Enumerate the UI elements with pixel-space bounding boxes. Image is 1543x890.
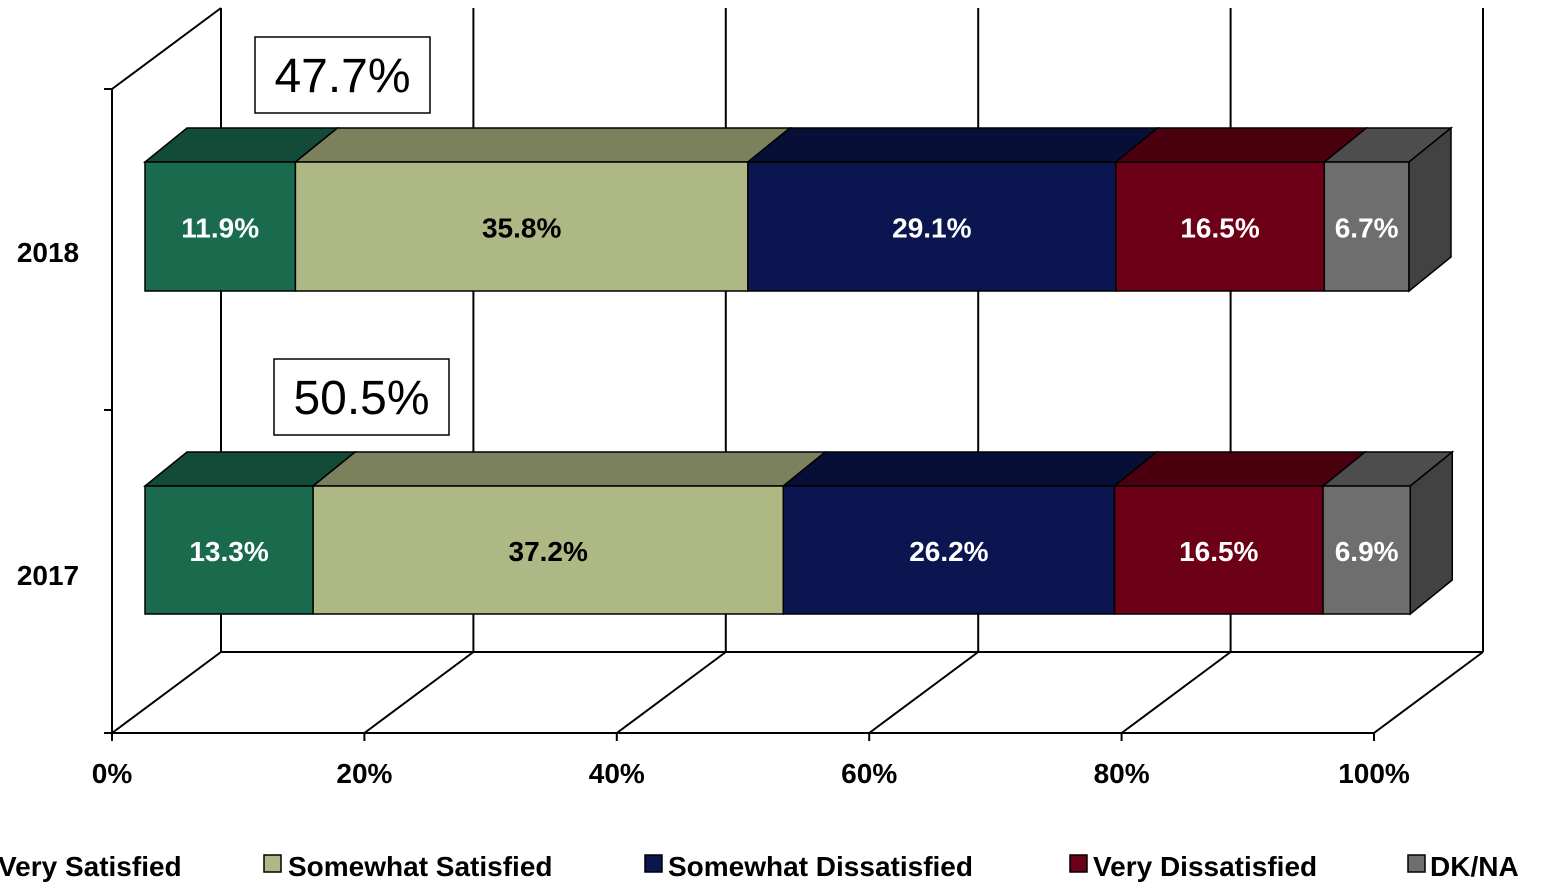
bar-segment: 13.3% <box>142 451 358 615</box>
bar-dk-na-2017 <box>1322 485 1412 615</box>
legend-swatch <box>1407 854 1426 873</box>
callout-frame <box>273 358 450 436</box>
legend-label: Somewhat Dissatisfied <box>668 851 973 882</box>
floor-gridline-40% <box>616 651 727 734</box>
bar-side-face <box>1408 126 1452 293</box>
left-wall-top-edge <box>111 7 222 90</box>
x-tick-label: 0% <box>92 758 133 789</box>
data-label: 37.2% <box>509 536 588 567</box>
legend-swatch <box>263 854 282 873</box>
data-label: 29.1% <box>892 213 971 244</box>
bar-top-face <box>1112 451 1368 487</box>
legend-label: DK/NA <box>1430 851 1519 882</box>
data-label: 6.9% <box>1335 536 1399 567</box>
bar-row-2018: 11.9% 35.8% 29.1% 16.5% 6.7% <box>142 126 1454 293</box>
floor-gridline-100% <box>1373 651 1484 734</box>
bar-segment: 6.7% <box>1322 126 1454 293</box>
bar-dk-na-2018 <box>1323 161 1410 292</box>
callout-value: 50.5% <box>293 372 429 425</box>
legend-item: DK/NA <box>1407 851 1519 882</box>
legend-label: Very Dissatisfied <box>1093 851 1317 882</box>
bar-top-face <box>1113 127 1369 163</box>
bar-somewhat-dissatisfied-2017 <box>782 485 1116 615</box>
floor-gridline-20% <box>363 651 474 734</box>
legend-item: Very Dissatisfied <box>1069 851 1317 882</box>
data-label: 35.8% <box>482 213 561 244</box>
x-tick-label: 40% <box>589 758 645 789</box>
bar-segment: 16.5% <box>1112 451 1368 615</box>
bar-segment: 29.1% <box>745 127 1160 292</box>
bar-top-face <box>310 451 828 487</box>
x-tick-label: 60% <box>841 758 897 789</box>
legend-label: Somewhat Satisfied <box>288 851 553 882</box>
bar-segment: 11.9% <box>142 127 340 292</box>
data-label: 16.5% <box>1180 213 1259 244</box>
bar-segment: 35.8% <box>293 127 793 292</box>
bar-top-face <box>745 127 1160 163</box>
legend-item: Somewhat Satisfied <box>263 851 553 882</box>
legend-item: Very Satisfied <box>0 851 182 882</box>
data-label: 26.2% <box>909 536 988 567</box>
category-label-2017: 2017 <box>17 560 79 591</box>
floor-gridline-60% <box>868 651 979 734</box>
legend-item: Somewhat Dissatisfied <box>644 851 973 882</box>
bar-segment: 16.5% <box>1113 127 1369 292</box>
data-label: 13.3% <box>189 536 268 567</box>
bar-side-face <box>1409 450 1454 616</box>
category-label-2018: 2018 <box>17 237 79 268</box>
callout-frame <box>254 36 431 114</box>
data-label: 6.7% <box>1335 213 1399 244</box>
bar-very-satisfied-2017 <box>144 485 314 615</box>
callout-box: 50.5% <box>273 358 450 436</box>
gridlines <box>104 7 1484 741</box>
x-tick-label: 80% <box>1094 758 1150 789</box>
bar-top-face <box>781 451 1159 487</box>
floor-gridline-0% <box>111 651 222 734</box>
legend: Very Satisfied Somewhat Satisfied Somewhat… <box>0 851 1519 882</box>
bar-segment: 26.2% <box>781 451 1159 615</box>
bar-very-dissatisfied-2017 <box>1113 485 1324 615</box>
data-label: 11.9% <box>181 213 259 244</box>
bar-very-dissatisfied-2018 <box>1115 161 1326 292</box>
x-tick-label: 20% <box>336 758 392 789</box>
floor-gridline-80% <box>1121 651 1232 734</box>
bar-top-face <box>293 127 793 163</box>
bar-row-2017: 13.3% 37.2% 26.2% 16.5% 6.9% <box>142 450 1455 616</box>
callout-value: 47.7% <box>274 50 410 103</box>
bar-somewhat-satisfied-2017 <box>312 485 785 615</box>
bar-very-satisfied-2018 <box>144 161 297 292</box>
bar-segment: 37.2% <box>310 451 828 615</box>
legend-swatch <box>1069 854 1088 873</box>
data-label: 16.5% <box>1179 536 1258 567</box>
bar-segment: 6.9% <box>1320 450 1455 616</box>
bar-somewhat-dissatisfied-2018 <box>747 161 1117 292</box>
callout-box: 47.7% <box>254 36 431 114</box>
legend-label: Very Satisfied <box>0 851 182 882</box>
bar-somewhat-satisfied-2018 <box>294 161 749 292</box>
legend-swatch <box>644 854 663 873</box>
x-tick-label: 100% <box>1338 758 1410 789</box>
